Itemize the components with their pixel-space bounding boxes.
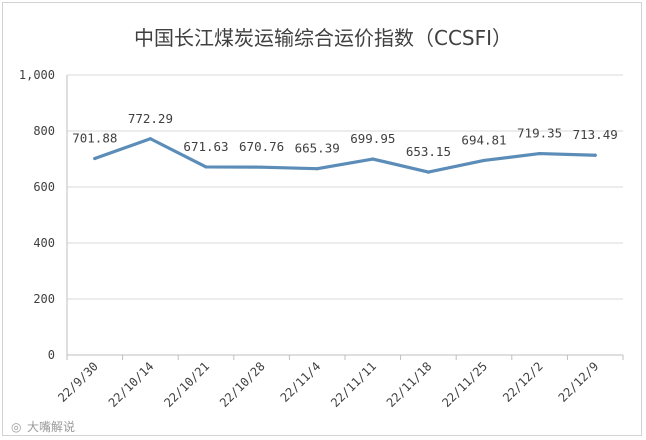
data-point bbox=[482, 158, 486, 163]
x-tick-label: 22/11/11 bbox=[328, 359, 379, 410]
x-tick-label: 22/11/18 bbox=[384, 359, 435, 410]
x-tick-label: 22/10/21 bbox=[161, 359, 212, 410]
x-tick-label: 22/11/4 bbox=[278, 359, 324, 405]
watermark-icon: ◎ bbox=[11, 420, 21, 434]
y-tick-label: 800 bbox=[33, 124, 55, 138]
data-point bbox=[426, 170, 430, 174]
data-point bbox=[538, 151, 542, 156]
chart-title: 中国长江煤炭运输综合运价指数（CCSFI） bbox=[134, 26, 512, 50]
data-label: 694.81 bbox=[461, 132, 506, 147]
data-label: 701.88 bbox=[72, 130, 117, 145]
data-point bbox=[204, 165, 208, 169]
series-line bbox=[93, 137, 597, 174]
data-label: 653.15 bbox=[406, 144, 451, 159]
data-point bbox=[148, 137, 152, 141]
data-point bbox=[371, 157, 375, 161]
grid-lines bbox=[67, 74, 623, 300]
data-point bbox=[93, 156, 97, 161]
data-label: 699.95 bbox=[350, 131, 395, 146]
series-group bbox=[93, 137, 597, 174]
data-label: 719.35 bbox=[517, 126, 562, 141]
y-tick-label: 200 bbox=[33, 292, 55, 306]
y-tick-labels: 0 200 400 600 800 1,000 bbox=[19, 68, 55, 362]
x-tick-label: 22/11/25 bbox=[439, 359, 490, 410]
x-tick-label: 22/10/28 bbox=[217, 359, 268, 410]
data-label: 772.29 bbox=[128, 111, 173, 126]
x-tick-label: 22/10/14 bbox=[106, 359, 157, 410]
data-label: 670.76 bbox=[239, 139, 284, 154]
y-tick-label: 0 bbox=[48, 348, 55, 362]
data-point bbox=[260, 165, 264, 169]
chart-frame: 中国长江煤炭运输综合运价指数（CCSFI） 0 200 400 600 800 1,000… bbox=[2, 2, 642, 436]
data-label: 671.63 bbox=[183, 139, 228, 154]
watermark: ◎ 大嘴解说 bbox=[11, 419, 75, 434]
data-point bbox=[315, 167, 319, 171]
x-tick-labels: 22/9/30 22/10/14 22/10/21 22/10/28 22/11/4 22… bbox=[55, 359, 601, 410]
y-tick-label: 400 bbox=[33, 236, 55, 250]
y-tick-label: 600 bbox=[33, 180, 55, 194]
data-labels: 701.88 772.29 671.63 670.76 665.39 699.95 653.… bbox=[72, 111, 618, 159]
axes bbox=[66, 75, 624, 360]
data-label: 665.39 bbox=[295, 141, 340, 156]
x-tick-label: 22/9/30 bbox=[55, 359, 101, 405]
x-tick-label: 22/12/2 bbox=[500, 359, 546, 405]
line-chart: 中国长江煤炭运输综合运价指数（CCSFI） 0 200 400 600 800 1,000… bbox=[11, 26, 624, 434]
data-point bbox=[593, 153, 597, 157]
y-tick-label: 1,000 bbox=[19, 68, 55, 82]
watermark-text: 大嘴解说 bbox=[27, 419, 75, 434]
data-label: 713.49 bbox=[573, 127, 618, 142]
x-tick-label: 22/12/9 bbox=[556, 359, 602, 405]
